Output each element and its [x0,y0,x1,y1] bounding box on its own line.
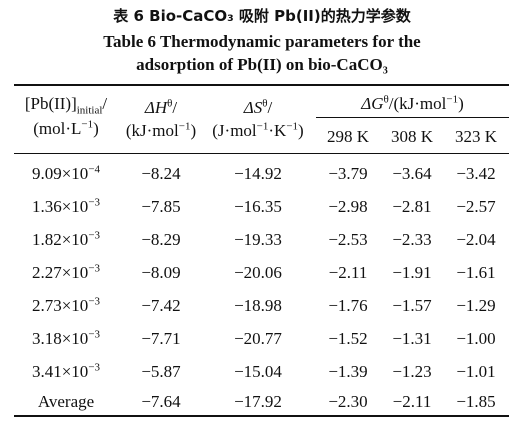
caption-english-line2: adsorption of Pb(II) on bio-CaCO₃ [136,55,388,74]
table-cell-gibbs-323: −2.57 [456,197,496,216]
table-cell-entropy: −14.92 [234,164,282,183]
header-concentration-line1: [Pb(II)]initial/ [24,94,108,117]
table-cell-gibbs-308: −3.64 [392,164,432,183]
table-cell-entropy: −19.33 [234,230,282,249]
caption-chinese: 表 6 Bio-CaCO₃ 吸附 Pb(II)的热力学参数 [113,7,411,25]
table-cell-concentration: 1.36×10−3 [31,196,101,216]
table-cell-gibbs-323: −1.29 [456,296,496,315]
table-cell-gibbs-308: −1.23 [392,362,432,381]
table-cell-gibbs-323: −1.00 [456,329,496,348]
header-rule [14,153,509,154]
table-cell-concentration: 9.09×10−4 [31,163,101,183]
table-cell-enthalpy: −8.09 [141,263,181,282]
table-cell-gibbs-298: −2.11 [328,263,368,282]
header-enthalpy: ΔHθ/ [144,97,178,117]
table-cell-gibbs-323: −3.42 [456,164,496,183]
table-cell-enthalpy: −5.87 [141,362,181,381]
table-cell-enthalpy: −7.71 [141,329,181,348]
header-entropy: ΔSθ/ [243,97,273,117]
table-cell-gibbs-308: −2.81 [392,197,432,216]
table-cell-gibbs-323: −1.01 [456,362,496,381]
table-cell-concentration: 3.18×10−3 [31,328,101,348]
table-cell-concentration: 1.82×10−3 [31,229,101,249]
table-cell-enthalpy: −7.85 [141,197,181,216]
table-cell-gibbs-298: −2.53 [328,230,368,249]
caption-english-line1: Table 6 Thermodynamic parameters for the [103,32,421,51]
table-cell-entropy: −18.98 [234,296,282,315]
table-cell-gibbs-308: −1.57 [392,296,432,315]
header-entropy-unit: (J·mol−1·K−1) [212,120,304,140]
table-cell-gibbs-298: −2.98 [328,197,368,216]
average-gibbs-323: −1.85 [456,392,496,411]
table-cell-gibbs-323: −2.04 [456,230,496,249]
delta-g-subrule [316,117,509,118]
table-cell-enthalpy: −8.24 [141,164,181,183]
header-concentration-unit: (mol·L−1) [33,118,99,138]
header-temp-323: 323 K [454,127,498,146]
header-gibbs: ΔGθ/(kJ·mol−1) [361,93,464,113]
table-cell-gibbs-298: −1.39 [328,362,368,381]
table-cell-gibbs-298: −3.79 [328,164,368,183]
table-cell-enthalpy: −7.42 [141,296,181,315]
header-temp-308: 308 K [390,127,434,146]
table-cell-entropy: −15.04 [234,362,282,381]
header-temp-298: 298 K [326,127,370,146]
table-cell-concentration: 3.41×10−3 [31,361,101,381]
average-entropy: −17.92 [234,392,282,411]
table-cell-gibbs-308: −1.31 [392,329,432,348]
table-cell-entropy: −20.06 [234,263,282,282]
average-label: Average [37,392,95,411]
table-cell-gibbs-298: −1.76 [328,296,368,315]
table-cell-gibbs-298: −1.52 [328,329,368,348]
average-enthalpy: −7.64 [141,392,181,411]
table-cell-concentration: 2.27×10−3 [31,262,101,282]
average-gibbs-308: −2.11 [392,392,432,411]
bottom-rule [14,415,509,417]
top-rule [14,84,509,86]
table-cell-gibbs-308: −1.91 [392,263,432,282]
table-cell-entropy: −20.77 [234,329,282,348]
header-enthalpy-unit: (kJ·mol−1) [125,120,197,140]
table-cell-concentration: 2.73×10−3 [31,295,101,315]
table-cell-gibbs-308: −2.33 [392,230,432,249]
average-gibbs-298: −2.30 [328,392,368,411]
table-cell-gibbs-323: −1.61 [456,263,496,282]
table-cell-entropy: −16.35 [234,197,282,216]
table-cell-enthalpy: −8.29 [141,230,181,249]
